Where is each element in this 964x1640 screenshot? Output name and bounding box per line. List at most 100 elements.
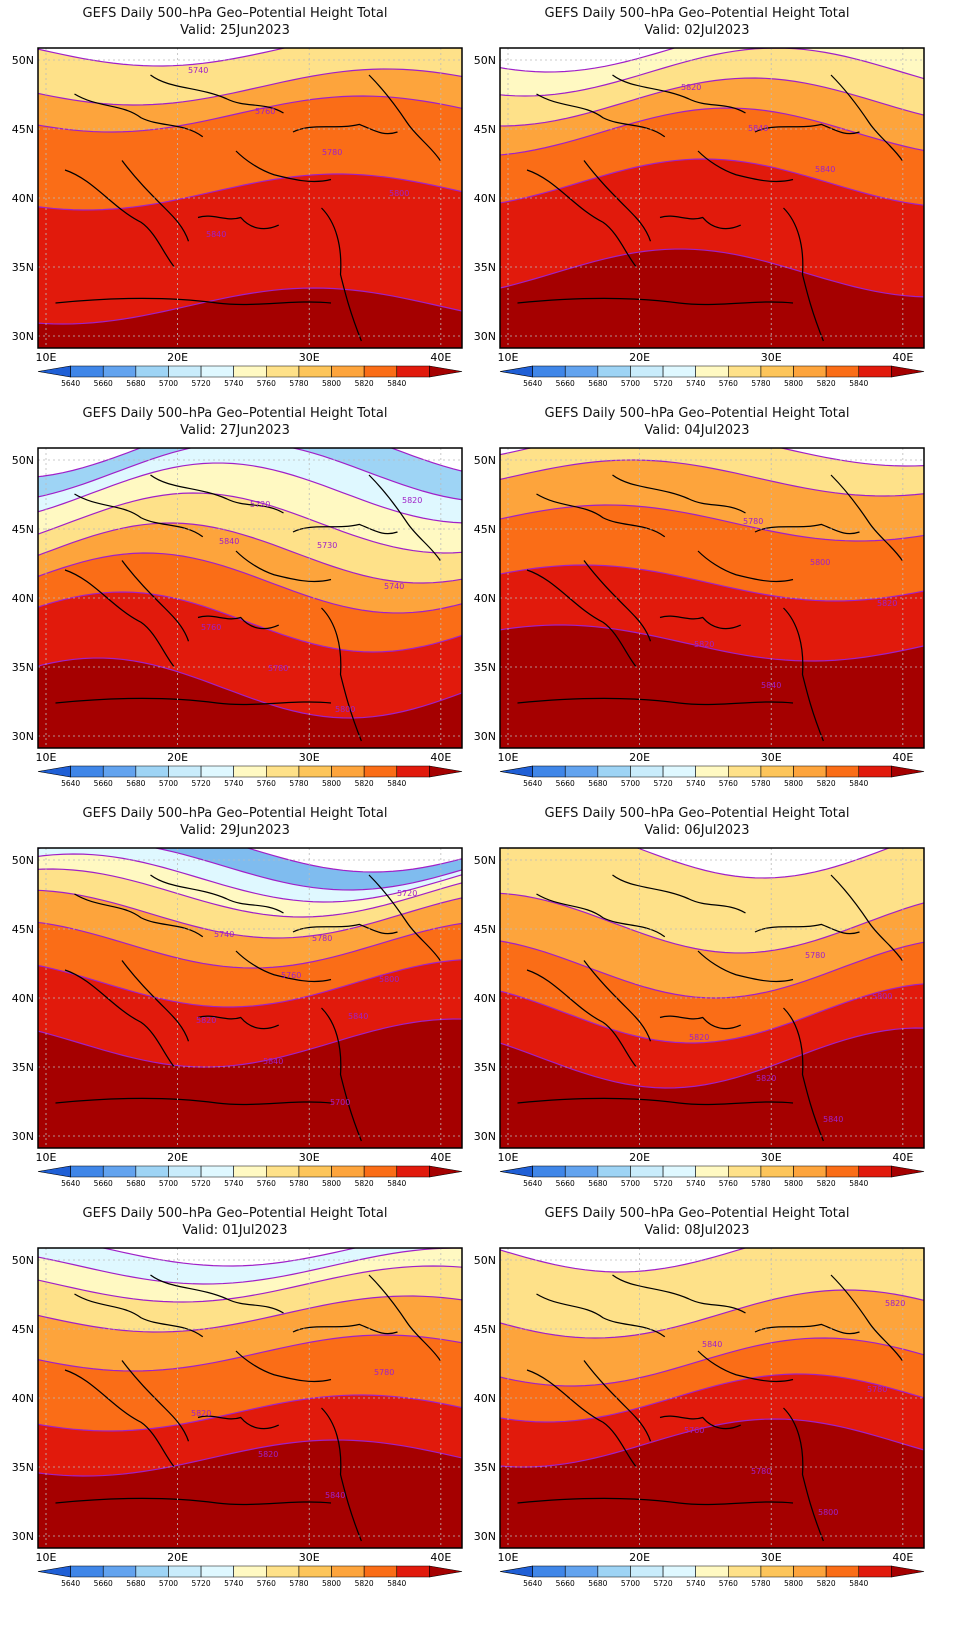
lat-label: 40N xyxy=(474,1392,496,1405)
colorbar-swatch xyxy=(499,1165,533,1178)
lon-label: 30E xyxy=(299,1151,320,1164)
colorbar-swatch xyxy=(298,1165,332,1178)
coastline xyxy=(536,893,666,938)
contour-line xyxy=(500,504,924,542)
colorbar-swatch xyxy=(630,1165,664,1178)
lat-label: 50N xyxy=(12,54,34,67)
colorbar-label: 5780 xyxy=(751,379,770,388)
contour-line xyxy=(500,983,924,1044)
colorbar-swatch xyxy=(396,365,430,378)
colorbar-label: 5800 xyxy=(322,379,341,388)
coastline xyxy=(754,123,860,135)
contour-label: 5800 xyxy=(335,705,355,714)
map-panel: GEFS Daily 500–hPa Geo–Potential Height … xyxy=(0,800,470,1205)
colorbar-label: 5640 xyxy=(523,1179,542,1188)
lat-label: 35N xyxy=(474,1061,496,1074)
contour-label: 5820 xyxy=(191,1409,211,1418)
lon-label: 40E xyxy=(892,1551,913,1564)
colorbar-swatch xyxy=(331,765,365,778)
colorbar-swatch xyxy=(499,1565,533,1578)
colorbar-label: 5700 xyxy=(159,1579,178,1588)
contour-line xyxy=(500,892,924,954)
colorbar-label: 5680 xyxy=(126,779,145,788)
contour-line xyxy=(500,77,924,127)
colorbar-swatch xyxy=(662,765,696,778)
map-frame xyxy=(499,847,925,1149)
contour-line xyxy=(500,1373,924,1423)
coastline xyxy=(526,969,637,1068)
colorbar-swatch xyxy=(396,765,430,778)
colorbar-swatch xyxy=(858,1565,892,1578)
colorbar-label: 5800 xyxy=(322,779,341,788)
coastline xyxy=(55,1497,332,1506)
colorbar-label: 5660 xyxy=(556,779,575,788)
colorbar-label: 5760 xyxy=(719,779,738,788)
colorbar-label: 5800 xyxy=(784,779,803,788)
lon-label: 20E xyxy=(167,751,188,764)
colorbar-swatch xyxy=(695,365,729,378)
coastline xyxy=(612,474,746,514)
colorbar-swatch xyxy=(429,765,463,778)
lon-label: 40E xyxy=(430,1551,451,1564)
panel-title: GEFS Daily 500–hPa Geo–Potential Height … xyxy=(82,406,388,421)
contour-line xyxy=(38,492,462,554)
colorbar-swatch xyxy=(825,765,860,778)
lon-label: 20E xyxy=(629,751,650,764)
lat-label: 30N xyxy=(12,1130,34,1143)
coastline xyxy=(292,1323,398,1335)
coastline xyxy=(74,893,204,938)
colorbar-label: 5760 xyxy=(257,779,276,788)
coastline xyxy=(368,874,441,961)
contour-line xyxy=(38,1265,462,1303)
coastline xyxy=(64,1369,175,1468)
colorbar-label: 5740 xyxy=(224,379,243,388)
colorbar-label: 5720 xyxy=(192,1579,211,1588)
contour-line xyxy=(38,287,462,325)
coastline xyxy=(659,1415,742,1430)
panel-title: GEFS Daily 500–hPa Geo–Potential Height … xyxy=(82,6,388,21)
lat-label: 50N xyxy=(474,1254,496,1267)
coastline xyxy=(517,1097,794,1106)
contour-label: 5840 xyxy=(748,124,768,133)
colorbar-swatch xyxy=(728,765,762,778)
lon-label: 30E xyxy=(761,1151,782,1164)
contour-line xyxy=(500,448,924,467)
coastline xyxy=(292,923,398,935)
colorbar-swatch xyxy=(200,1565,234,1578)
colorbar-swatch xyxy=(200,365,234,378)
colorbar-swatch xyxy=(891,1165,925,1178)
lon-label: 30E xyxy=(299,351,320,364)
lat-label: 45N xyxy=(12,923,34,936)
colorbar-swatch xyxy=(70,365,104,378)
panel-valid-date: Valid: 08Jul2023 xyxy=(644,1223,750,1238)
lon-label: 40E xyxy=(430,1151,451,1164)
contour-label: 5820 xyxy=(877,599,897,608)
coastline xyxy=(830,74,903,161)
coastline xyxy=(659,615,742,630)
lat-label: 45N xyxy=(474,523,496,536)
colorbar-swatch xyxy=(298,765,332,778)
colorbar-label: 5820 xyxy=(817,379,836,388)
coastline xyxy=(583,160,652,242)
coastline xyxy=(55,297,332,306)
coastline xyxy=(697,550,794,583)
colorbar-swatch xyxy=(564,365,599,378)
contour-label: 5740 xyxy=(384,582,404,591)
colorbar-label: 5660 xyxy=(94,779,113,788)
coastline xyxy=(197,615,280,630)
coastline xyxy=(64,569,175,668)
colorbar-label: 5740 xyxy=(686,1179,705,1188)
coastline xyxy=(536,93,666,138)
lat-label: 35N xyxy=(12,1461,34,1474)
coastline xyxy=(517,697,794,706)
contour-line xyxy=(38,657,462,719)
colorbar-label: 5800 xyxy=(322,1179,341,1188)
colorbar-label: 5720 xyxy=(192,379,211,388)
colorbar-label: 5700 xyxy=(621,379,640,388)
map-frame xyxy=(37,847,463,1149)
lat-label: 50N xyxy=(474,854,496,867)
lon-label: 10E xyxy=(498,751,519,764)
coastline xyxy=(121,1360,190,1442)
colorbar-label: 5800 xyxy=(784,379,803,388)
